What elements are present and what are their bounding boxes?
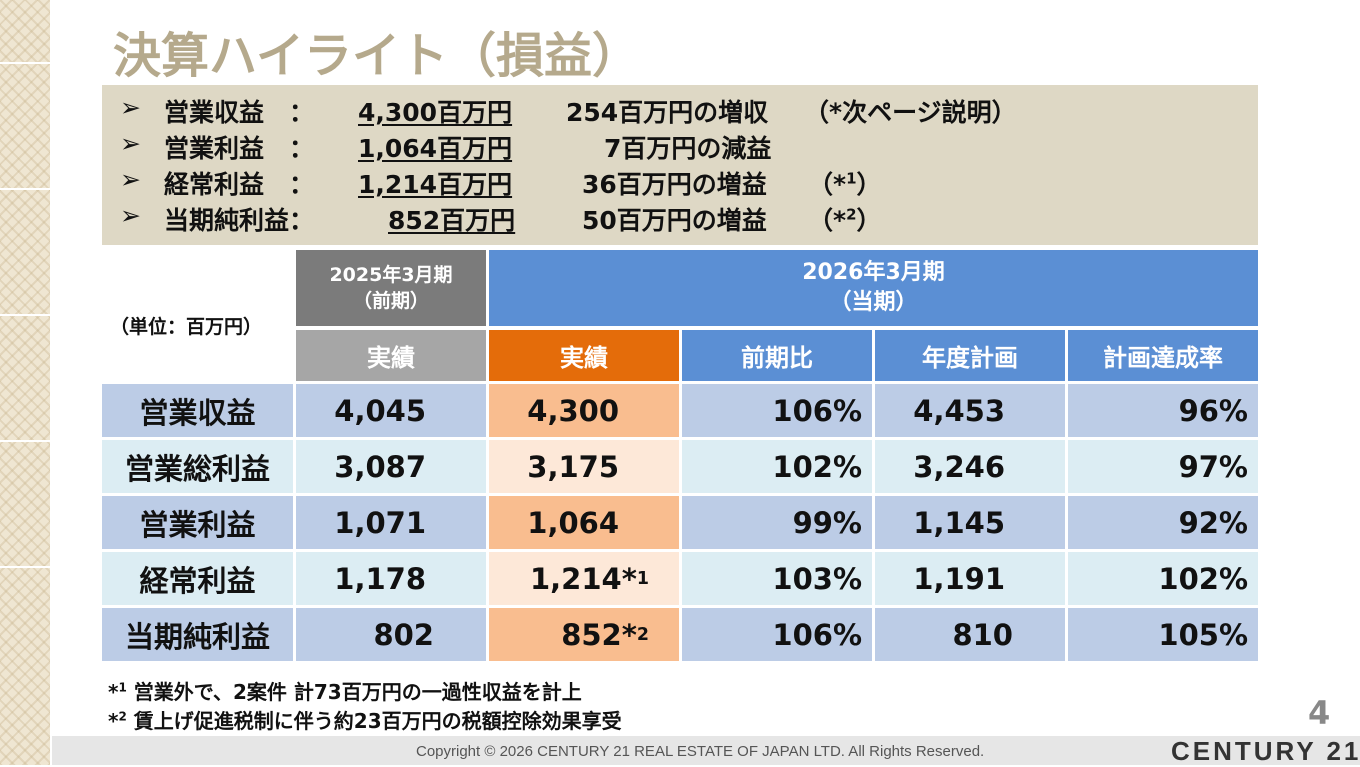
header-prev-period: 2025年3月期 （前期） xyxy=(296,250,486,326)
bullet-icon: ➢ xyxy=(120,165,141,194)
summary-label: 営業利益 ： xyxy=(164,134,315,163)
summary-value: 1,064百万円 xyxy=(358,134,513,163)
summary-note: （*1） xyxy=(808,169,882,199)
cell-actual: 1,214* 1 xyxy=(489,552,679,605)
summary-label: 営業収益 ： xyxy=(164,98,315,127)
cell-yoy: 106% xyxy=(682,384,872,437)
cell-prev: 802 xyxy=(296,608,486,661)
summary-change: 7百万円の減益 xyxy=(604,134,772,163)
summary-box: ➢ 営業収益 ： 4,300百万円 254百万円の増収 （*次ページ説明） ➢ … xyxy=(102,85,1258,245)
row-label: 当期純利益 xyxy=(102,608,293,661)
summary-change: 254百万円の増収 xyxy=(566,98,769,127)
cell-actual: 852* 2 xyxy=(489,608,679,661)
cell-yoy: 103% xyxy=(682,552,872,605)
row-label: 営業利益 xyxy=(102,496,293,549)
cell-plan: 810 xyxy=(875,608,1065,661)
page-number: 4 xyxy=(1308,694,1331,732)
summary-label: 当期純利益： xyxy=(164,206,315,235)
summary-note: （*2） xyxy=(808,205,882,235)
row-label: 経常利益 xyxy=(102,552,293,605)
cell-rate: 92% xyxy=(1068,496,1258,549)
left-decorative-pattern xyxy=(0,0,50,765)
cell-actual: 1,064 xyxy=(489,496,679,549)
summary-value: 1,214百万円 xyxy=(358,170,513,199)
unit-label: （単位：百万円） xyxy=(110,316,263,338)
bullet-icon: ➢ xyxy=(120,93,141,122)
col-curr-actual: 実績 xyxy=(489,330,679,381)
summary-change: 50百万円の増益 xyxy=(582,206,767,235)
cell-yoy: 99% xyxy=(682,496,872,549)
copyright-text: Copyright © 2026 CENTURY 21 REAL ESTATE … xyxy=(416,743,985,760)
bullet-icon: ➢ xyxy=(120,201,141,230)
col-prev-actual: 実績 xyxy=(296,330,486,381)
cell-plan: 4,453 xyxy=(875,384,1065,437)
cell-plan: 3,246 xyxy=(875,440,1065,493)
summary-value: 4,300百万円 xyxy=(358,98,513,127)
summary-label: 経常利益 ： xyxy=(164,170,315,199)
footnote-2: *2 賃上げ促進税制に伴う約23百万円の税額控除効果享受 xyxy=(108,709,622,733)
summary-change: 36百万円の増益 xyxy=(582,170,767,199)
footnote-1: *1 営業外で、2案件 計73百万円の一過性収益を計上 xyxy=(108,680,582,704)
cell-actual: 4,300 xyxy=(489,384,679,437)
cell-actual: 3,175 xyxy=(489,440,679,493)
cell-rate: 102% xyxy=(1068,552,1258,605)
cell-yoy: 106% xyxy=(682,608,872,661)
col-rate: 計画達成率 xyxy=(1068,330,1258,381)
summary-value: 852百万円 xyxy=(388,206,516,235)
cell-plan: 1,191 xyxy=(875,552,1065,605)
cell-rate: 105% xyxy=(1068,608,1258,661)
summary-note: （*次ページ説明） xyxy=(804,98,1017,127)
row-label: 営業収益 xyxy=(102,384,293,437)
cell-prev: 3,087 xyxy=(296,440,486,493)
cell-plan: 1,145 xyxy=(875,496,1065,549)
col-plan: 年度計画 xyxy=(875,330,1065,381)
page-title: 決算ハイライト（損益） xyxy=(113,28,641,84)
header-curr-period: 2026年3月期 （当期） xyxy=(489,250,1258,326)
brand-logo: CENTURY 21 xyxy=(1171,736,1360,766)
row-label: 営業総利益 xyxy=(102,440,293,493)
col-yoy: 前期比 xyxy=(682,330,872,381)
cell-rate: 96% xyxy=(1068,384,1258,437)
cell-prev: 1,071 xyxy=(296,496,486,549)
cell-prev: 1,178 xyxy=(296,552,486,605)
cell-rate: 97% xyxy=(1068,440,1258,493)
footer-bar xyxy=(52,736,1360,765)
bullet-icon: ➢ xyxy=(120,129,141,158)
cell-yoy: 102% xyxy=(682,440,872,493)
cell-prev: 4,045 xyxy=(296,384,486,437)
